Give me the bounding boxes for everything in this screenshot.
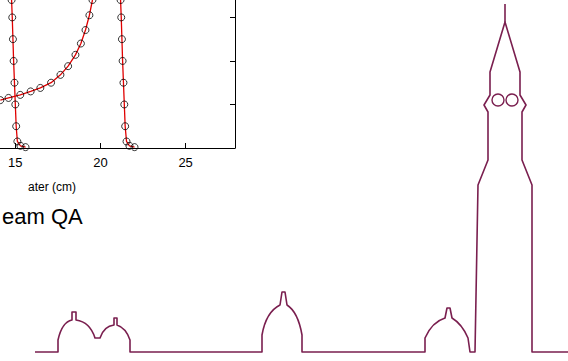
svg-text:ater (cm): ater (cm) [28,180,76,194]
svg-text:20: 20 [93,155,107,170]
svg-text:25: 25 [178,155,192,170]
svg-text:15: 15 [8,155,22,170]
html-text:eam QA: eam QA [2,204,83,229]
